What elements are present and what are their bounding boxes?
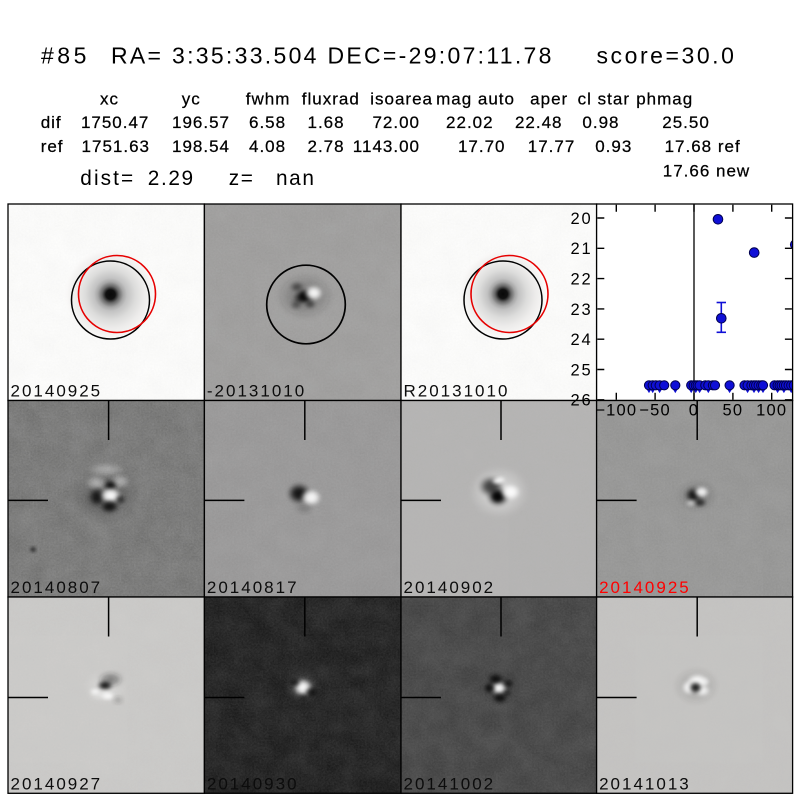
- svg-text:22.48: 22.48: [515, 113, 563, 132]
- svg-text:dif: dif: [41, 113, 62, 132]
- svg-text:RA= 3:35:33.504 DEC=-29:07:11.: RA= 3:35:33.504 DEC=-29:07:11.78: [111, 43, 554, 69]
- svg-text:25.50: 25.50: [662, 113, 710, 132]
- svg-text:fluxrad: fluxrad: [302, 90, 360, 109]
- svg-text:aper: aper: [530, 90, 568, 109]
- svg-text:cl star: cl star: [578, 90, 630, 109]
- svg-text:20140927: 20140927: [11, 774, 103, 793]
- svg-text:20141013: 20141013: [599, 774, 691, 793]
- svg-text:100: 100: [756, 402, 787, 420]
- svg-text:score=30.0: score=30.0: [597, 43, 737, 69]
- svg-text:25: 25: [571, 361, 593, 379]
- svg-text:4.08: 4.08: [249, 137, 286, 156]
- svg-text:#85: #85: [41, 43, 90, 69]
- svg-text:yc: yc: [182, 90, 201, 109]
- svg-text:xc: xc: [100, 90, 119, 109]
- svg-text:17.70: 17.70: [458, 137, 506, 156]
- svg-text:nan: nan: [276, 167, 316, 190]
- svg-text:ref: ref: [41, 137, 64, 156]
- svg-text:20140925: 20140925: [599, 578, 691, 597]
- svg-text:0.93: 0.93: [595, 137, 632, 156]
- svg-text:17.66 new: 17.66 new: [663, 162, 750, 181]
- svg-text:17.77: 17.77: [528, 137, 576, 156]
- svg-text:-20131010: -20131010: [207, 382, 306, 401]
- svg-text:20140930: 20140930: [207, 774, 299, 793]
- svg-text:196.57: 196.57: [172, 113, 230, 132]
- svg-text:17.68 ref: 17.68 ref: [665, 137, 741, 156]
- svg-text:1.68: 1.68: [308, 113, 345, 132]
- svg-text:50: 50: [723, 402, 744, 420]
- svg-text:198.54: 198.54: [172, 137, 230, 156]
- svg-text:−50: −50: [639, 402, 671, 420]
- svg-text:72.00: 72.00: [372, 113, 420, 132]
- svg-text:2.78: 2.78: [308, 137, 345, 156]
- svg-text:21: 21: [571, 240, 593, 258]
- svg-text:23: 23: [571, 301, 593, 319]
- svg-text:1751.63: 1751.63: [82, 137, 150, 156]
- svg-text:22: 22: [571, 271, 593, 289]
- svg-text:R20131010: R20131010: [404, 382, 510, 401]
- svg-text:24: 24: [571, 331, 593, 349]
- svg-text:z=: z=: [229, 167, 255, 190]
- svg-text:20141002: 20141002: [404, 774, 496, 793]
- svg-text:−100: −100: [595, 402, 637, 420]
- svg-text:phmag: phmag: [636, 90, 693, 109]
- svg-text:2.29: 2.29: [148, 167, 195, 190]
- svg-text:20: 20: [571, 210, 593, 228]
- svg-text:26: 26: [571, 392, 593, 410]
- svg-text:20140817: 20140817: [207, 578, 299, 597]
- svg-text:0: 0: [689, 402, 699, 420]
- svg-text:6.58: 6.58: [249, 113, 286, 132]
- svg-text:mag auto: mag auto: [436, 90, 515, 109]
- svg-text:20140925: 20140925: [11, 382, 103, 401]
- svg-text:22.02: 22.02: [446, 113, 494, 132]
- svg-text:1143.00: 1143.00: [353, 137, 420, 156]
- svg-text:1750.47: 1750.47: [81, 113, 149, 132]
- svg-text:dist=: dist=: [80, 167, 135, 190]
- svg-text:20140807: 20140807: [11, 578, 103, 597]
- svg-text:0.98: 0.98: [582, 113, 619, 132]
- svg-text:20140902: 20140902: [404, 578, 496, 597]
- svg-text:isoarea: isoarea: [370, 90, 433, 109]
- svg-text:fwhm: fwhm: [246, 90, 291, 109]
